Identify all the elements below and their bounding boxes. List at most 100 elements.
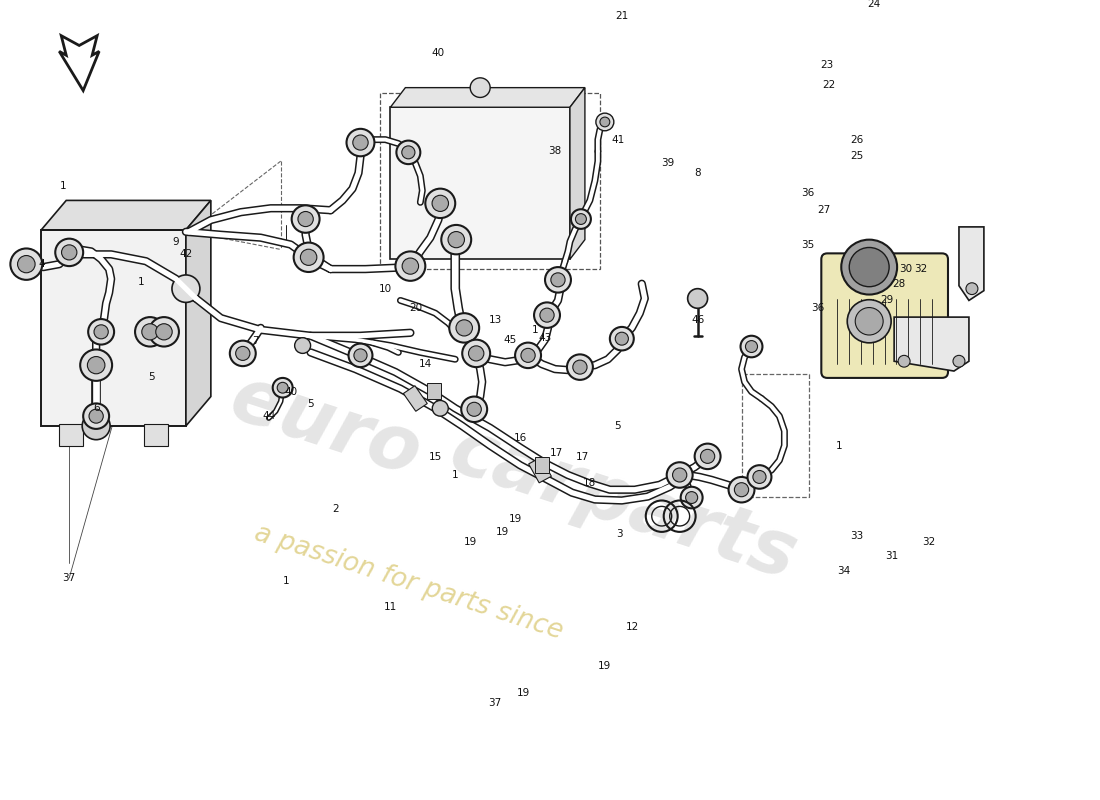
Circle shape xyxy=(448,231,464,248)
Text: 1: 1 xyxy=(531,325,538,335)
Text: euro: euro xyxy=(221,361,430,491)
Text: 39: 39 xyxy=(661,158,674,168)
Text: carparts: carparts xyxy=(440,414,805,595)
Circle shape xyxy=(395,251,426,281)
Circle shape xyxy=(672,468,686,482)
Circle shape xyxy=(855,307,883,335)
Circle shape xyxy=(849,247,889,286)
Circle shape xyxy=(353,135,369,150)
Circle shape xyxy=(573,360,587,374)
Text: 2: 2 xyxy=(332,504,339,514)
Text: 16: 16 xyxy=(514,433,527,442)
Circle shape xyxy=(544,267,571,293)
Text: 45: 45 xyxy=(504,334,517,345)
Circle shape xyxy=(295,338,310,354)
Text: 5: 5 xyxy=(147,372,154,382)
Circle shape xyxy=(10,249,42,280)
Text: 18: 18 xyxy=(583,478,596,488)
Polygon shape xyxy=(959,227,983,301)
Text: 36: 36 xyxy=(811,303,824,314)
Circle shape xyxy=(298,211,314,226)
Bar xyxy=(59,424,84,446)
Circle shape xyxy=(432,195,449,211)
Text: 4: 4 xyxy=(39,259,45,269)
FancyBboxPatch shape xyxy=(822,254,948,378)
Circle shape xyxy=(600,117,609,127)
Polygon shape xyxy=(894,317,969,371)
Circle shape xyxy=(688,289,707,308)
Text: 43: 43 xyxy=(538,333,551,342)
Text: 27: 27 xyxy=(817,206,830,215)
Circle shape xyxy=(667,462,693,488)
Circle shape xyxy=(847,300,891,343)
Text: 33: 33 xyxy=(850,530,864,541)
Text: 44: 44 xyxy=(262,411,275,421)
Polygon shape xyxy=(42,201,211,230)
Circle shape xyxy=(84,403,109,429)
Circle shape xyxy=(402,146,415,159)
Text: a passion for parts since: a passion for parts since xyxy=(251,521,566,645)
Text: 29: 29 xyxy=(880,295,894,306)
Circle shape xyxy=(740,336,762,358)
Circle shape xyxy=(540,308,554,322)
Text: 1: 1 xyxy=(283,576,289,586)
Circle shape xyxy=(596,113,614,130)
Text: 12: 12 xyxy=(626,622,639,632)
Text: 9: 9 xyxy=(173,237,179,246)
Circle shape xyxy=(521,348,536,362)
Circle shape xyxy=(470,78,491,98)
Text: 19: 19 xyxy=(463,537,476,546)
Circle shape xyxy=(62,245,77,260)
Circle shape xyxy=(685,492,697,503)
Text: 5: 5 xyxy=(307,399,314,410)
Text: 30: 30 xyxy=(900,264,913,274)
Circle shape xyxy=(681,486,703,508)
Bar xyxy=(144,424,168,446)
Circle shape xyxy=(701,450,715,463)
Circle shape xyxy=(575,214,586,225)
Circle shape xyxy=(432,401,449,416)
Text: 1: 1 xyxy=(836,441,843,450)
Circle shape xyxy=(694,444,720,469)
Circle shape xyxy=(172,275,200,302)
Circle shape xyxy=(746,341,758,353)
Text: 1: 1 xyxy=(138,277,144,287)
Circle shape xyxy=(354,349,367,362)
Text: 13: 13 xyxy=(488,315,502,325)
Text: 1: 1 xyxy=(452,470,459,480)
Text: 8: 8 xyxy=(694,168,701,178)
Polygon shape xyxy=(570,88,585,259)
Circle shape xyxy=(349,343,373,367)
FancyBboxPatch shape xyxy=(390,107,570,259)
Text: 40: 40 xyxy=(431,48,444,58)
Text: 11: 11 xyxy=(384,602,397,612)
Text: 22: 22 xyxy=(823,80,836,90)
Circle shape xyxy=(156,324,173,340)
Text: 6: 6 xyxy=(92,403,99,414)
Circle shape xyxy=(735,482,749,497)
Circle shape xyxy=(953,355,965,367)
Circle shape xyxy=(551,273,565,287)
Circle shape xyxy=(18,255,35,273)
Circle shape xyxy=(468,402,482,416)
Text: 5: 5 xyxy=(615,421,622,431)
Circle shape xyxy=(94,325,108,339)
Text: 32: 32 xyxy=(914,264,927,274)
Text: 17: 17 xyxy=(549,449,562,458)
Text: 40: 40 xyxy=(284,386,297,397)
Circle shape xyxy=(346,129,374,156)
Bar xyxy=(529,458,551,483)
Circle shape xyxy=(615,332,628,345)
Text: 17: 17 xyxy=(576,452,590,462)
Circle shape xyxy=(396,141,420,164)
Text: 19: 19 xyxy=(516,688,530,698)
Polygon shape xyxy=(59,36,99,90)
Text: 14: 14 xyxy=(419,359,432,369)
Text: 38: 38 xyxy=(549,146,562,156)
Text: 35: 35 xyxy=(801,239,814,250)
Text: 19: 19 xyxy=(495,527,508,537)
Text: 24: 24 xyxy=(868,0,881,10)
Circle shape xyxy=(82,412,110,440)
Circle shape xyxy=(515,342,541,368)
Text: 26: 26 xyxy=(850,134,864,145)
